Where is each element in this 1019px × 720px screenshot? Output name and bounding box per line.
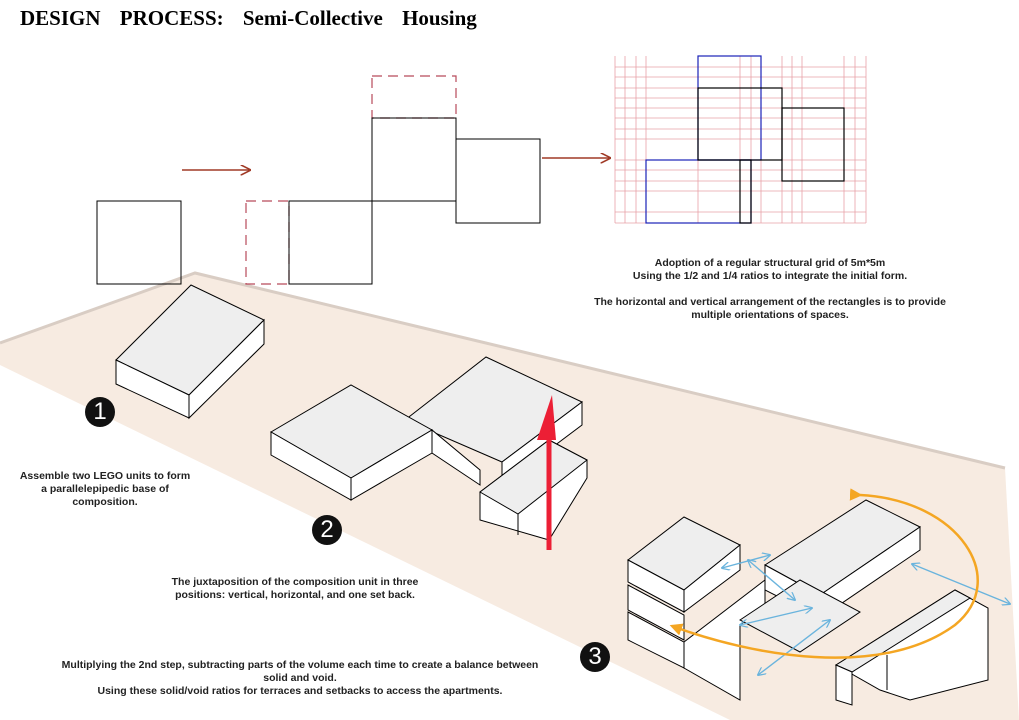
plan-unit-square: [97, 201, 181, 284]
step-2-caption: The juxtaposition of the composition uni…: [135, 576, 455, 602]
step-number-icon: 2: [312, 515, 342, 545]
plan-juxtaposition: [246, 76, 540, 284]
step-1-caption: Assemble two LEGO units to form a parall…: [5, 470, 205, 509]
grid-caption: Adoption of a regular structural grid of…: [560, 257, 980, 322]
step-number-icon: 1: [85, 397, 115, 427]
grid-rectangles: [646, 56, 844, 223]
step-3-caption: Multiplying the 2nd step, subtracting pa…: [5, 659, 595, 698]
